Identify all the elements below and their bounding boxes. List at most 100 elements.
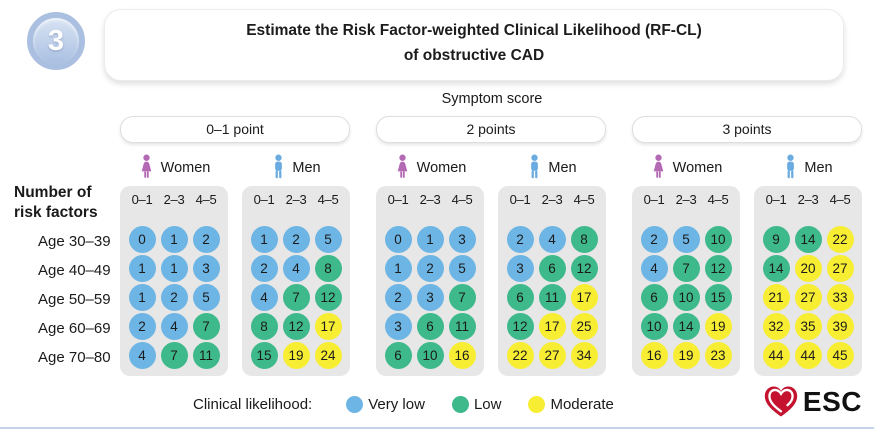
gender-header-men: Men	[498, 152, 606, 184]
legend-item-label: Moderate	[550, 395, 614, 413]
risk-factor-bin-label: 4–5	[317, 191, 339, 207]
risk-factor-bin-label: 4–5	[707, 191, 729, 207]
risk-factor-bin-label: 2–3	[675, 191, 697, 207]
likelihood-cell: 19	[282, 341, 310, 369]
legend-items: Very low Low Moderate	[346, 395, 641, 413]
gender-label: Men	[548, 159, 577, 176]
likelihood-cell: 1	[160, 225, 188, 253]
likelihood-cell: 1	[160, 254, 188, 282]
likelihood-cell: 35	[794, 312, 822, 340]
risk-factor-bins-header: 0–1 2–3 4–5	[638, 192, 734, 207]
likelihood-cell: 1	[250, 225, 278, 253]
likelihood-cell: 10	[640, 312, 668, 340]
likelihood-cell: 7	[672, 254, 700, 282]
gender-header-row: Women Men	[632, 152, 862, 184]
likelihood-cell: 11	[538, 283, 566, 311]
likelihood-cell: 4	[538, 225, 566, 253]
man-icon	[787, 154, 795, 178]
likelihood-grid: 1 2 5 2 4 8 4 7 12 8 12 17 15 19 24	[248, 225, 344, 369]
likelihood-grid: 2 4 8 3 6 12 6 11 17 12 17 25 22 27 34	[504, 225, 600, 369]
age-row-label: Age 60–69	[38, 319, 111, 337]
likelihood-cell: 2	[250, 254, 278, 282]
symptom-score-pill: 2 points	[376, 115, 606, 143]
likelihood-cell: 5	[192, 283, 220, 311]
likelihood-cell: 9	[762, 225, 790, 253]
risk-factor-bin-label: 2–3	[285, 191, 307, 207]
panels-row: 0–1 2–3 4–5 2 5 10 4 7 12 6 10 15 10 14 19 16 19 23 0–1 2–3…	[632, 185, 862, 376]
row-axis-label-line1: Number of	[14, 183, 92, 201]
symptom-score-group: 0–1 point Women Men 0–1 2–3 4–5 0 1 2 1 1 3 1 2 5 2 4 7 4 7…	[120, 115, 350, 376]
risk-factor-bin-label: 0–1	[387, 191, 409, 207]
title-box: Estimate the Risk Factor-weighted Clinic…	[104, 9, 844, 81]
likelihood-cell: 8	[570, 225, 598, 253]
likelihood-cell: 27	[826, 254, 854, 282]
gender-label: Women	[672, 159, 723, 176]
likelihood-cell: 15	[250, 341, 278, 369]
row-axis-label: Number of risk factors	[14, 183, 98, 223]
age-row-label: Age 40–49	[38, 261, 111, 279]
legend-title: Clinical likelihood:	[193, 395, 313, 413]
likelihood-grid: 0 1 3 1 2 5 2 3 7 3 6 11 6 10 16	[382, 225, 478, 369]
likelihood-cell: 3	[448, 225, 476, 253]
likelihood-cell: 22	[826, 225, 854, 253]
likelihood-cell: 0	[384, 225, 412, 253]
bottom-divider	[0, 427, 874, 429]
likelihood-cell: 27	[538, 341, 566, 369]
gender-header-row: Women Men	[120, 152, 350, 184]
likelihood-cell: 5	[314, 225, 342, 253]
likelihood-cell: 33	[826, 283, 854, 311]
likelihood-cell: 1	[416, 225, 444, 253]
likelihood-cell: 39	[826, 312, 854, 340]
risk-factor-bins-header: 0–1 2–3 4–5	[126, 192, 222, 207]
likelihood-cell: 12	[282, 312, 310, 340]
age-row-label: Age 30–39	[38, 232, 111, 250]
figure-title-line1: Estimate the Risk Factor-weighted Clinic…	[246, 22, 702, 39]
likelihood-cell: 6	[416, 312, 444, 340]
likelihood-cell: 6	[384, 341, 412, 369]
likelihood-grid: 0 1 2 1 1 3 1 2 5 2 4 7 4 7 11	[126, 225, 222, 369]
likelihood-cell: 14	[762, 254, 790, 282]
very-low-dot	[346, 395, 364, 413]
likelihood-cell: 4	[160, 312, 188, 340]
risk-factor-bin-label: 2–3	[163, 191, 185, 207]
likelihood-cell: 2	[416, 254, 444, 282]
likelihood-cell: 4	[282, 254, 310, 282]
likelihood-cell: 2	[506, 225, 534, 253]
likelihood-cell: 12	[570, 254, 598, 282]
risk-factor-bin-label: 2–3	[797, 191, 819, 207]
risk-factor-bin-label: 4–5	[829, 191, 851, 207]
gender-header-row: Women Men	[376, 152, 606, 184]
risk-factor-bin-label: 0–1	[643, 191, 665, 207]
gender-header-women: Women	[376, 152, 484, 184]
row-axis-label-line2: risk factors	[14, 203, 98, 221]
likelihood-cell: 25	[570, 312, 598, 340]
likelihood-cell: 10	[416, 341, 444, 369]
gender-label: Men	[804, 159, 833, 176]
risk-factor-panel: 0–1 2–3 4–5 2 4 8 3 6 12 6 11 17 12 17 25 22 27 34	[498, 185, 606, 376]
likelihood-grid: 9 14 22 14 20 27 21 27 33 32 35 39 44 44 45	[760, 225, 856, 369]
likelihood-cell: 7	[282, 283, 310, 311]
likelihood-cell: 5	[672, 225, 700, 253]
risk-factor-bin-label: 0–1	[253, 191, 275, 207]
panels-area: Symptom score 0–1 point Women Men 0–1 2–3 4–5…	[120, 81, 864, 376]
likelihood-cell: 12	[506, 312, 534, 340]
likelihood-cell: 4	[250, 283, 278, 311]
likelihood-cell: 5	[448, 254, 476, 282]
likelihood-cell: 4	[640, 254, 668, 282]
likelihood-cell: 14	[794, 225, 822, 253]
low-dot	[451, 395, 469, 413]
gender-header-women: Women	[120, 152, 228, 184]
man-icon	[531, 154, 539, 178]
likelihood-cell: 19	[672, 341, 700, 369]
step-number: 3	[47, 24, 65, 57]
likelihood-cell: 21	[762, 283, 790, 311]
likelihood-cell: 2	[128, 312, 156, 340]
likelihood-cell: 44	[762, 341, 790, 369]
gender-label: Women	[160, 159, 211, 176]
likelihood-cell: 8	[250, 312, 278, 340]
likelihood-cell: 11	[448, 312, 476, 340]
age-labels: Age 30–39 Age 40–49 Age 50–59 Age 60–69 Age …	[38, 227, 111, 372]
header-row: 3 Estimate the Risk Factor-weighted Clin…	[0, 0, 874, 81]
likelihood-cell: 32	[762, 312, 790, 340]
likelihood-cell: 23	[704, 341, 732, 369]
